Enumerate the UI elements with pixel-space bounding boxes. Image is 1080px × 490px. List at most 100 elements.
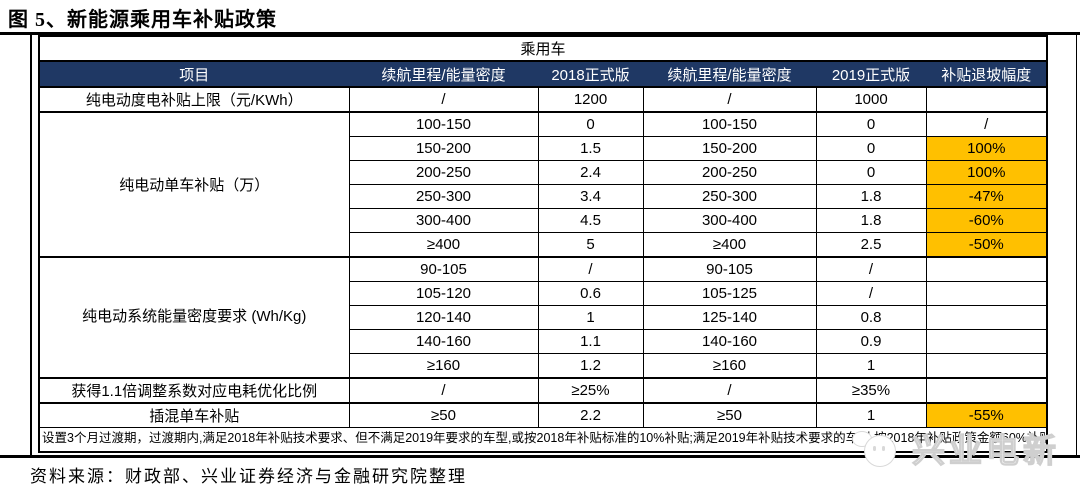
row-label-phev-subsidy: 插混单车补贴 [38,402,350,428]
cell: 140-160 [642,329,817,354]
table-row: 150-200 1.5 150-200 0 100% [39,136,1048,161]
cell: 4.5 [537,208,644,233]
column-header-range-density-2018: 续航里程/能量密度 [348,60,539,88]
column-header-range-density-2019: 续航里程/能量密度 [642,60,817,88]
table-row: 纯电动系统能量密度要求 (Wh/Kg) 90-105 / 90-105 / [38,256,1048,379]
vehicle-class-header: 乘用车 [38,35,1048,62]
footnote-line1: 设置3个月过渡期，过渡期内,满足2018年补贴技术要求、但不满足2019年要求的… [42,431,1002,445]
column-header-2018-version: 2018正式版 [537,60,644,88]
bottom-rule [0,455,1080,458]
figure-title: 图 5、新能源乘用车补贴政策 [8,9,277,31]
cell: ≥35% [815,377,927,404]
table-row: 300-400 4.5 300-400 1.8 -60% [39,208,1048,233]
cell: 250-300 [642,184,817,209]
table-row: 纯电动单车补贴（万） 100-150 0 100-150 0 / [38,111,1048,258]
cell: / [815,256,927,282]
table-row: ≥400 5 ≥400 2.5 -50% [39,232,1048,258]
cell [925,86,1048,113]
cell: ≥160 [348,353,539,379]
cell: / [642,86,817,113]
row-label-cap: 纯电动度电补贴上限（元/KWh） [38,86,350,113]
cell: / [537,256,644,282]
row-label-adjustment-ratio: 获得1.1倍调整系数对应电耗优化比例 [38,377,350,404]
cell: 90-105 [642,256,817,282]
cell [925,281,1048,306]
cell-highlighted: 100% [925,160,1048,185]
cell: 0 [815,160,927,185]
cell: 1200 [537,86,644,113]
row-label-energy-density: 纯电动系统能量密度要求 (Wh/Kg) [38,256,350,379]
cell: 1 [815,353,927,379]
cell: 0.8 [815,305,927,330]
cell: 1.5 [537,136,644,161]
table-header-row: 项目 续航里程/能量密度 2018正式版 续航里程/能量密度 2019正式版 补… [38,60,1048,88]
cell: 2.5 [815,232,927,258]
table-row-adjustment-ratio: 获得1.1倍调整系数对应电耗优化比例 / ≥25% / ≥35% [38,377,1048,404]
cell: 200-250 [642,160,817,185]
cell [925,377,1048,404]
cell: 105-125 [642,281,817,306]
cell: ≥25% [537,377,644,404]
cell: 2.4 [537,160,644,185]
cell-highlighted: -55% [925,402,1048,428]
cell: 5 [537,232,644,258]
table-row-vehicle-class: 乘用车 [38,35,1048,62]
frame-border-left [30,35,32,455]
cell: ≥50 [348,402,539,428]
cell: 100-150 [642,111,817,137]
title-underline [0,32,1080,35]
cell: 0.9 [815,329,927,354]
cell: 1.1 [537,329,644,354]
cell [925,256,1048,282]
cell: 0 [537,111,644,137]
column-header-2019-version: 2019正式版 [815,60,927,88]
row-label-bev-subsidy: 纯电动单车补贴（万） [38,111,350,258]
cell: 120-140 [348,305,539,330]
cell: 0 [815,136,927,161]
subsidy-policy-table: 乘用车 项目 续航里程/能量密度 2018正式版 续航里程/能量密度 2019正… [38,35,1049,453]
cell-highlighted: -50% [925,232,1048,258]
cell: 3.4 [537,184,644,209]
column-header-item: 项目 [38,60,350,88]
cell-highlighted: 100% [925,136,1048,161]
cell: 300-400 [642,208,817,233]
cell: 140-160 [348,329,539,354]
cell: 105-120 [348,281,539,306]
cell: 0.6 [537,281,644,306]
table-row-phev: 插混单车补贴 ≥50 2.2 ≥50 1 -55% [38,402,1048,428]
cell [925,353,1048,379]
cell: ≥50 [642,402,817,428]
table-row-cap: 纯电动度电补贴上限（元/KWh） / 1200 / 1000 [38,86,1048,113]
cell: / [815,281,927,306]
cell: / [925,111,1048,137]
cell: 125-140 [642,305,817,330]
cell: 90-105 [348,256,539,282]
footnote-line2-black: 60%补贴。 [1001,431,1046,445]
cell [925,329,1048,354]
cell: / [348,377,539,404]
frame-border-right [1076,35,1077,455]
cell: 300-400 [348,208,539,233]
source-attribution: 资料来源：财政部、兴业证券经济与金融研究院整理 [30,467,467,487]
cell-highlighted: -47% [925,184,1048,209]
cell: 1.8 [815,184,927,209]
cell [925,305,1048,330]
footnote-cell: 设置3个月过渡期，过渡期内,满足2018年补贴技术要求、但不满足2019年要求的… [38,427,1048,453]
table-row: ≥160 1.2 ≥160 1 [39,353,1048,379]
cell: ≥400 [348,232,539,258]
cell: / [642,377,817,404]
cell: / [348,86,539,113]
table-row: 250-300 3.4 250-300 1.8 -47% [39,184,1048,209]
cell: ≥400 [642,232,817,258]
cell: 100-150 [348,111,539,137]
table-row: 120-140 1 125-140 0.8 [39,305,1048,330]
cell: 250-300 [348,184,539,209]
cell: 1000 [815,86,927,113]
cell: 0 [815,111,927,137]
cell: 1.2 [537,353,644,379]
cell: 1.8 [815,208,927,233]
cell: 1 [815,402,927,428]
cell: 150-200 [348,136,539,161]
cell-highlighted: -60% [925,208,1048,233]
